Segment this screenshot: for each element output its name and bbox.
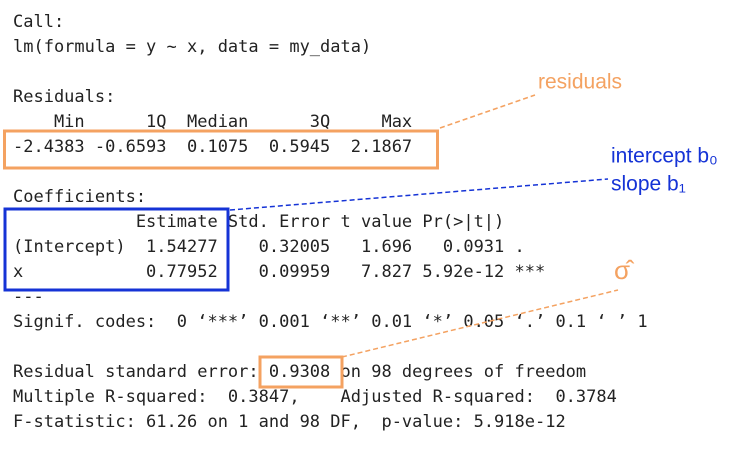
residuals-connector xyxy=(439,94,536,129)
output-line: Multiple R-squared: 0.3847, Adjusted R-s… xyxy=(13,387,627,407)
output-line: Call: xyxy=(13,12,64,32)
sigma-label: σ̂ xyxy=(614,255,635,285)
output-line: Signif. codes: 0 ‘***’ 0.001 ‘**’ 0.01 ‘… xyxy=(13,312,648,332)
r-output: Call: lm(formula = y ~ x, data = my_data)… xyxy=(13,12,648,432)
intercept-label: intercept b₀ xyxy=(611,145,718,168)
output-line: F-statistic: 61.26 on 1 and 98 DF, p-val… xyxy=(13,412,566,432)
output-line: Estimate Std. Error t value Pr(>|t|) xyxy=(13,212,545,232)
output-line: Residual standard error: 0.9308 on 98 de… xyxy=(13,362,586,382)
output-line: Min 1Q Median 3Q Max xyxy=(13,112,422,132)
output-line: Residuals: xyxy=(13,87,115,107)
output-line: (Intercept) 1.54277 0.32005 1.696 0.0931… xyxy=(13,237,545,257)
residuals-label: residuals xyxy=(538,71,622,94)
output-line: Coefficients: xyxy=(13,187,146,207)
output-line: --- xyxy=(13,287,44,307)
coefficients-connector xyxy=(229,178,609,211)
coefficients-box xyxy=(3,207,230,292)
sigma-box xyxy=(258,355,344,389)
residuals-box xyxy=(3,129,439,170)
output-line: -2.4383 -0.6593 0.1075 0.5945 2.1867 xyxy=(13,137,422,157)
output-line: lm(formula = y ~ x, data = my_data) xyxy=(13,37,371,57)
sigma-connector xyxy=(341,289,619,358)
output-line: x 0.77952 0.09959 7.827 5.92e-12 *** xyxy=(13,262,545,282)
slope-label: slope b₁ xyxy=(611,173,686,196)
